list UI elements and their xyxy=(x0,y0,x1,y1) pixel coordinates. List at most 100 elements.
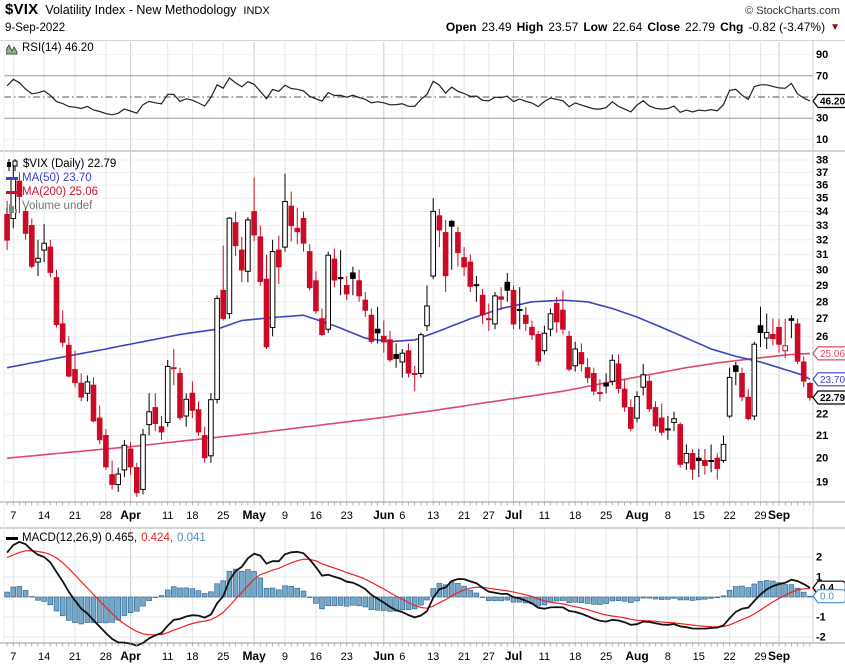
rsi-reference-lines xyxy=(4,75,813,119)
svg-text:Jun: Jun xyxy=(373,649,394,663)
svg-text:Aug: Aug xyxy=(625,508,648,522)
svg-text:May: May xyxy=(242,508,266,522)
macd-legend-label: MACD(12,26,9) 0.465, xyxy=(22,532,138,544)
svg-text:15: 15 xyxy=(693,510,705,522)
svg-text:18: 18 xyxy=(569,510,581,522)
svg-text:1: 1 xyxy=(816,572,822,584)
y-axis-labels: 9070301019202122262728293031323334353637… xyxy=(816,49,829,643)
svg-text:6: 6 xyxy=(399,651,405,663)
svg-text:22.79: 22.79 xyxy=(820,393,845,404)
svg-text:21: 21 xyxy=(69,510,81,522)
svg-text:11: 11 xyxy=(539,510,550,522)
svg-text:8: 8 xyxy=(665,651,671,663)
chart-canvas: 9070301019202122262728293031323334353637… xyxy=(0,40,845,663)
svg-text:6: 6 xyxy=(399,510,405,522)
svg-text:21: 21 xyxy=(816,430,828,442)
svg-text:18: 18 xyxy=(186,651,198,663)
high-value: 23.57 xyxy=(548,20,579,34)
ma200-legend-label: MA(200) 25.06 xyxy=(22,186,99,198)
svg-text:13: 13 xyxy=(427,651,439,663)
svg-text:9: 9 xyxy=(282,651,288,663)
ma50-legend: MA(50) 23.70 xyxy=(6,172,92,185)
chg-label: Chg xyxy=(720,20,744,34)
svg-text:27: 27 xyxy=(483,651,495,663)
svg-text:46.20: 46.20 xyxy=(820,97,845,108)
stockcharts-copyright: © StockCharts.com xyxy=(745,5,840,17)
svg-text:70: 70 xyxy=(816,70,828,82)
svg-text:29: 29 xyxy=(816,280,828,292)
svg-text:-2: -2 xyxy=(816,632,826,644)
svg-text:Jun: Jun xyxy=(373,508,394,522)
svg-text:-1: -1 xyxy=(816,612,826,624)
svg-text:15: 15 xyxy=(693,651,705,663)
x-axis-labels: 7 7 14 14 21 21 28 28 Apr Apr 11 11 18 18 25 25 May May 9 9… xyxy=(6,502,811,663)
svg-text:37: 37 xyxy=(816,167,828,179)
svg-text:14: 14 xyxy=(38,651,50,663)
svg-text:19: 19 xyxy=(816,477,828,489)
svg-text:21: 21 xyxy=(458,510,470,522)
svg-text:36: 36 xyxy=(816,180,828,192)
svg-text:14: 14 xyxy=(38,510,50,522)
svg-text:Jul: Jul xyxy=(505,508,522,522)
ticker-symbol: $VIX xyxy=(5,1,39,18)
macd-main-line xyxy=(6,540,811,647)
svg-text:90: 90 xyxy=(816,49,828,61)
ma50-legend-label: MA(50) 23.70 xyxy=(22,172,92,184)
svg-text:Jul: Jul xyxy=(505,649,522,663)
svg-text:0.4: 0.4 xyxy=(820,583,834,594)
ma200-line-icon xyxy=(6,191,18,194)
macd-hist-value: 0.041 xyxy=(177,532,206,544)
svg-text:2: 2 xyxy=(816,552,822,564)
svg-text:28: 28 xyxy=(100,510,112,522)
svg-text:23.70: 23.70 xyxy=(820,375,845,386)
svg-text:38: 38 xyxy=(816,154,828,166)
svg-text:18: 18 xyxy=(569,651,581,663)
volume-bars-icon xyxy=(6,200,18,213)
svg-text:May: May xyxy=(242,649,266,663)
ma50-line xyxy=(6,299,811,380)
svg-text:Sep: Sep xyxy=(768,508,790,522)
svg-text:34: 34 xyxy=(816,206,829,218)
svg-text:11: 11 xyxy=(162,510,173,522)
ticker-description: Volatility Index - New Methodology xyxy=(45,3,237,17)
open-value: 23.49 xyxy=(481,20,512,34)
svg-text:20: 20 xyxy=(816,453,828,465)
gridlines xyxy=(4,42,813,643)
high-label: High xyxy=(516,20,544,34)
svg-text:0.0: 0.0 xyxy=(820,592,834,603)
chart-header: $VIX Volatility Index - New Methodology … xyxy=(5,1,840,18)
macd-signal-line xyxy=(6,550,810,636)
change-down-triangle-icon: ▼ xyxy=(830,22,840,33)
svg-text:9: 9 xyxy=(282,510,288,522)
macd-line-icon xyxy=(6,537,18,540)
svg-text:30: 30 xyxy=(816,264,828,276)
svg-text:35: 35 xyxy=(816,193,828,205)
candlestick-series xyxy=(4,166,813,497)
price-legend-label: $VIX (Daily) 22.79 xyxy=(23,158,117,170)
svg-text:29: 29 xyxy=(754,651,766,663)
chart-date: 9-Sep-2022 xyxy=(5,22,66,34)
svg-text:27: 27 xyxy=(483,510,495,522)
svg-text:25: 25 xyxy=(217,651,229,663)
macd-histogram xyxy=(4,568,813,625)
svg-text:Sep: Sep xyxy=(768,649,790,663)
rsi-area-icon xyxy=(6,43,18,54)
svg-text:7: 7 xyxy=(10,651,16,663)
svg-text:33: 33 xyxy=(816,220,828,232)
low-value: 22.64 xyxy=(612,20,643,34)
svg-text:25: 25 xyxy=(600,510,612,522)
svg-text:23: 23 xyxy=(341,510,353,522)
price-legend: $VIX (Daily) 22.79 xyxy=(6,158,116,171)
close-value: 22.79 xyxy=(685,20,716,34)
volume-legend-label: Volume undef xyxy=(22,200,93,212)
svg-text:28: 28 xyxy=(100,651,112,663)
exchange-label: INDX xyxy=(243,5,270,17)
svg-text:Apr: Apr xyxy=(120,649,141,663)
volume-legend: Volume undef xyxy=(6,200,92,213)
svg-text:18: 18 xyxy=(186,510,198,522)
quote-row: 9-Sep-2022 Open 23.49 High 23.57 Low 22.… xyxy=(5,20,840,34)
open-label: Open xyxy=(445,20,477,34)
svg-text:32: 32 xyxy=(816,234,828,246)
svg-text:30: 30 xyxy=(816,113,828,125)
